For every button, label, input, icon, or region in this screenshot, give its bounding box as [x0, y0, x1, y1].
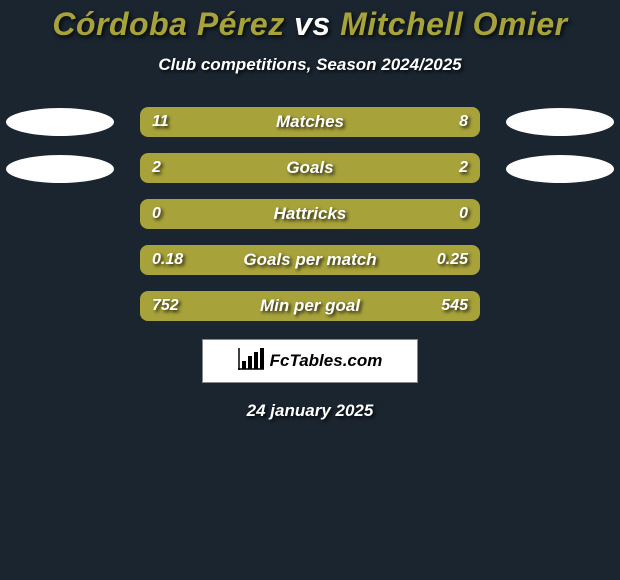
- stat-fill-left: [140, 107, 480, 137]
- stat-fill-right: [310, 199, 480, 229]
- brand-text: FcTables.com: [270, 351, 383, 371]
- stat-bar: [140, 245, 480, 275]
- stat-fill-left: [140, 199, 310, 229]
- stat-bar: [140, 153, 480, 183]
- player2-logo-placeholder: [506, 155, 614, 183]
- player1-logo-placeholder: [6, 155, 114, 183]
- stat-bar: [140, 107, 480, 137]
- stat-fill-right: [140, 245, 480, 275]
- vs-text: vs: [294, 6, 331, 42]
- player1-logo-placeholder: [6, 108, 114, 136]
- chart-bars-icon: [238, 348, 264, 375]
- stat-bar: [140, 199, 480, 229]
- stat-fill-right: [140, 291, 480, 321]
- date-text: 24 january 2025: [0, 401, 620, 421]
- page-title: Córdoba Pérez vs Mitchell Omier: [0, 6, 620, 43]
- stat-row: Min per goal752545: [0, 283, 620, 329]
- stat-bar: [140, 291, 480, 321]
- stat-fill-right: [310, 153, 480, 183]
- stat-row: Hattricks00: [0, 191, 620, 237]
- player2-name: Mitchell Omier: [340, 6, 568, 42]
- stat-row: Matches118: [0, 99, 620, 145]
- stats-container: Matches118Goals22Hattricks00Goals per ma…: [0, 99, 620, 329]
- subtitle: Club competitions, Season 2024/2025: [0, 55, 620, 75]
- player1-name: Córdoba Pérez: [52, 6, 284, 42]
- comparison-infographic: Córdoba Pérez vs Mitchell Omier Club com…: [0, 0, 620, 421]
- brand-badge[interactable]: FcTables.com: [202, 339, 418, 383]
- stat-row: Goals per match0.180.25: [0, 237, 620, 283]
- stat-fill-left: [140, 153, 310, 183]
- player2-logo-placeholder: [506, 108, 614, 136]
- stat-row: Goals22: [0, 145, 620, 191]
